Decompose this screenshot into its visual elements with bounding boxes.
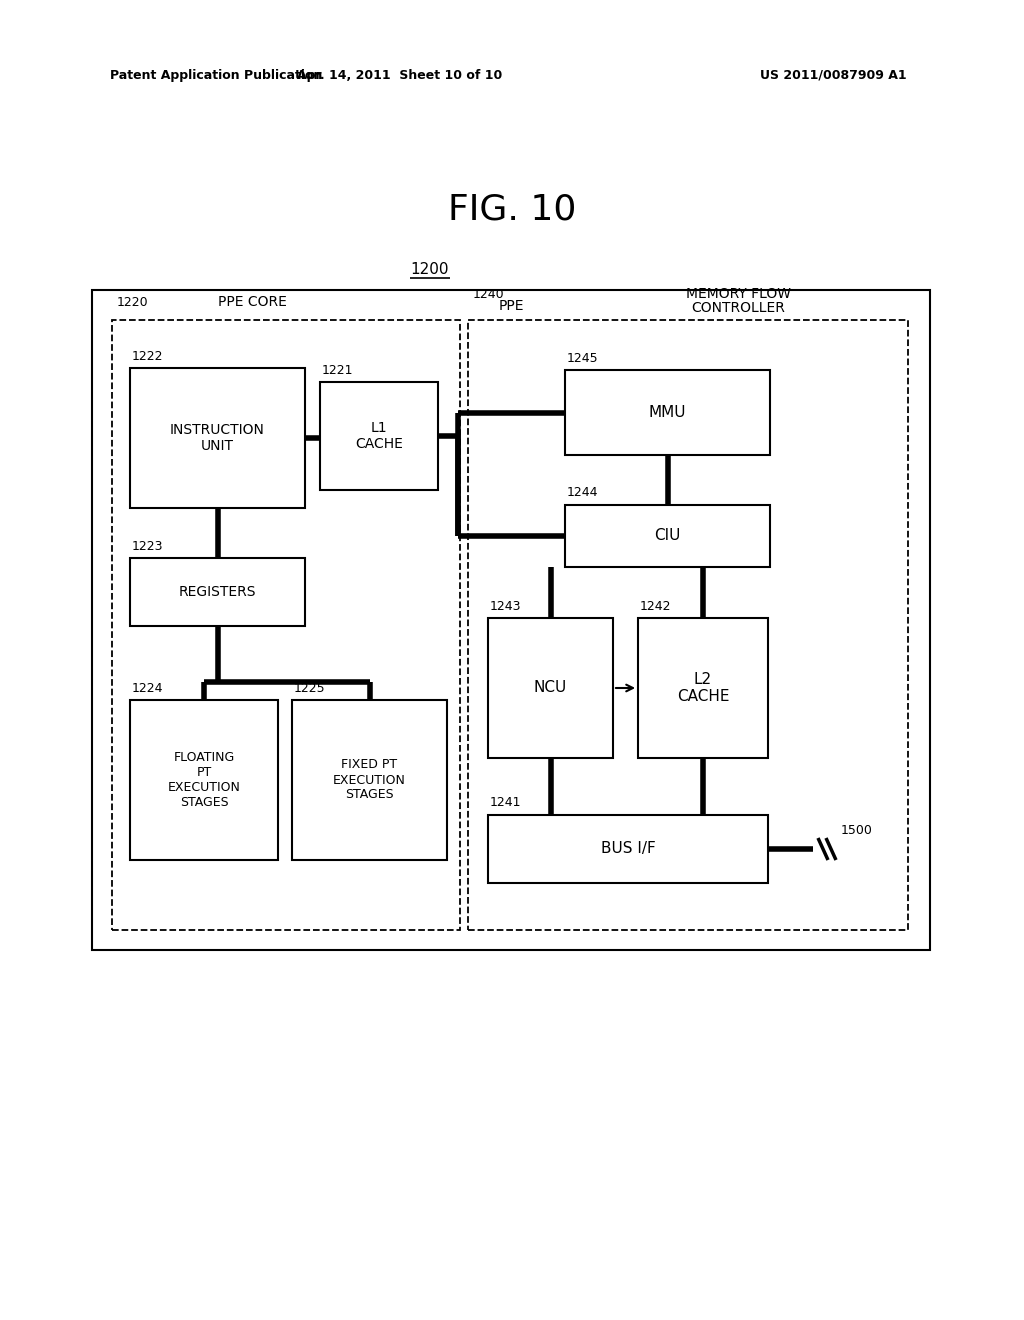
Text: 1240: 1240 <box>473 288 505 301</box>
Text: L2
CACHE: L2 CACHE <box>677 672 729 704</box>
Text: MMU: MMU <box>649 405 686 420</box>
Bar <box>92 290 930 950</box>
Text: US 2011/0087909 A1: US 2011/0087909 A1 <box>760 69 906 82</box>
Text: 1224: 1224 <box>132 681 164 694</box>
Bar <box>130 558 305 626</box>
Text: Patent Application Publication: Patent Application Publication <box>110 69 323 82</box>
Text: CONTROLLER: CONTROLLER <box>691 301 785 315</box>
Bar <box>488 618 613 758</box>
Bar <box>292 700 447 861</box>
Bar <box>112 319 460 931</box>
Text: BUS I/F: BUS I/F <box>601 842 655 857</box>
Text: INSTRUCTION
UNIT: INSTRUCTION UNIT <box>170 422 265 453</box>
Text: 1241: 1241 <box>490 796 521 809</box>
Bar <box>638 618 768 758</box>
Bar <box>488 814 768 883</box>
Text: 1244: 1244 <box>567 487 598 499</box>
Text: 1220: 1220 <box>117 296 148 309</box>
Text: 1223: 1223 <box>132 540 164 553</box>
Text: MEMORY FLOW: MEMORY FLOW <box>685 286 791 301</box>
Bar <box>130 700 278 861</box>
Text: FLOATING
PT
EXECUTION
STAGES: FLOATING PT EXECUTION STAGES <box>168 751 241 809</box>
Bar <box>130 368 305 508</box>
Text: FIXED PT
EXECUTION
STAGES: FIXED PT EXECUTION STAGES <box>333 759 406 801</box>
Text: 1222: 1222 <box>132 350 164 363</box>
Text: 1500: 1500 <box>841 825 872 837</box>
Bar <box>468 319 908 931</box>
Text: 1245: 1245 <box>567 351 599 364</box>
Text: 1225: 1225 <box>294 681 326 694</box>
Bar <box>565 506 770 568</box>
Text: 1221: 1221 <box>322 363 353 376</box>
Text: 1242: 1242 <box>640 599 672 612</box>
Text: NCU: NCU <box>534 681 567 696</box>
Bar <box>319 381 438 490</box>
Text: PPE: PPE <box>499 300 523 313</box>
Bar <box>565 370 770 455</box>
Text: 1200: 1200 <box>411 263 450 277</box>
Text: Apr. 14, 2011  Sheet 10 of 10: Apr. 14, 2011 Sheet 10 of 10 <box>297 69 503 82</box>
Text: CIU: CIU <box>654 528 681 544</box>
Text: PPE CORE: PPE CORE <box>217 294 287 309</box>
Text: REGISTERS: REGISTERS <box>179 585 256 599</box>
Text: L1
CACHE: L1 CACHE <box>355 421 402 451</box>
Text: 1243: 1243 <box>490 599 521 612</box>
Text: FIG. 10: FIG. 10 <box>447 193 577 227</box>
